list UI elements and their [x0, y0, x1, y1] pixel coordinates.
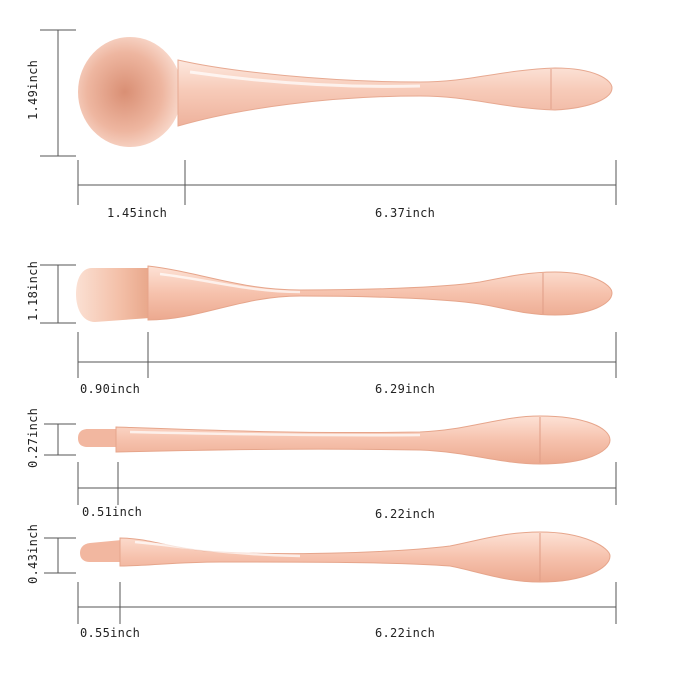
- brush-2-height-label: 1.18inch: [26, 260, 40, 321]
- brush-3-bristles: [78, 429, 118, 447]
- brush-3-head-label: 0.51inch: [82, 505, 143, 519]
- brush-4-height-label: 0.43inch: [26, 523, 40, 584]
- brush-1-length-label: 6.37inch: [375, 206, 436, 220]
- brush-4-bristles: [80, 540, 122, 562]
- brush-2-head-label: 0.90inch: [80, 382, 141, 396]
- brush-1-ferrule: [177, 59, 613, 127]
- brush-3-height-label: 0.27inch: [26, 407, 40, 468]
- brush-4: [80, 531, 611, 583]
- brush-3-handle: [115, 415, 611, 465]
- brush-4-handle: [119, 531, 611, 583]
- brush-1: [78, 37, 613, 147]
- dimension-lines: [40, 29, 617, 624]
- brush-2-handle: [147, 265, 613, 321]
- brush-1-head-label: 1.45inch: [107, 206, 168, 220]
- brush-3: [78, 415, 611, 465]
- brush-2: [76, 265, 613, 322]
- brush-2-length-label: 6.29inch: [375, 382, 436, 396]
- brush-1-bristles: [78, 37, 182, 147]
- brush-4-length-label: 6.22inch: [375, 626, 436, 640]
- brush-4-head-label: 0.55inch: [80, 626, 141, 640]
- brush-1-height-label: 1.49inch: [26, 59, 40, 120]
- brush-3-length-label: 6.22inch: [375, 507, 436, 521]
- brush-2-bristles: [76, 268, 150, 322]
